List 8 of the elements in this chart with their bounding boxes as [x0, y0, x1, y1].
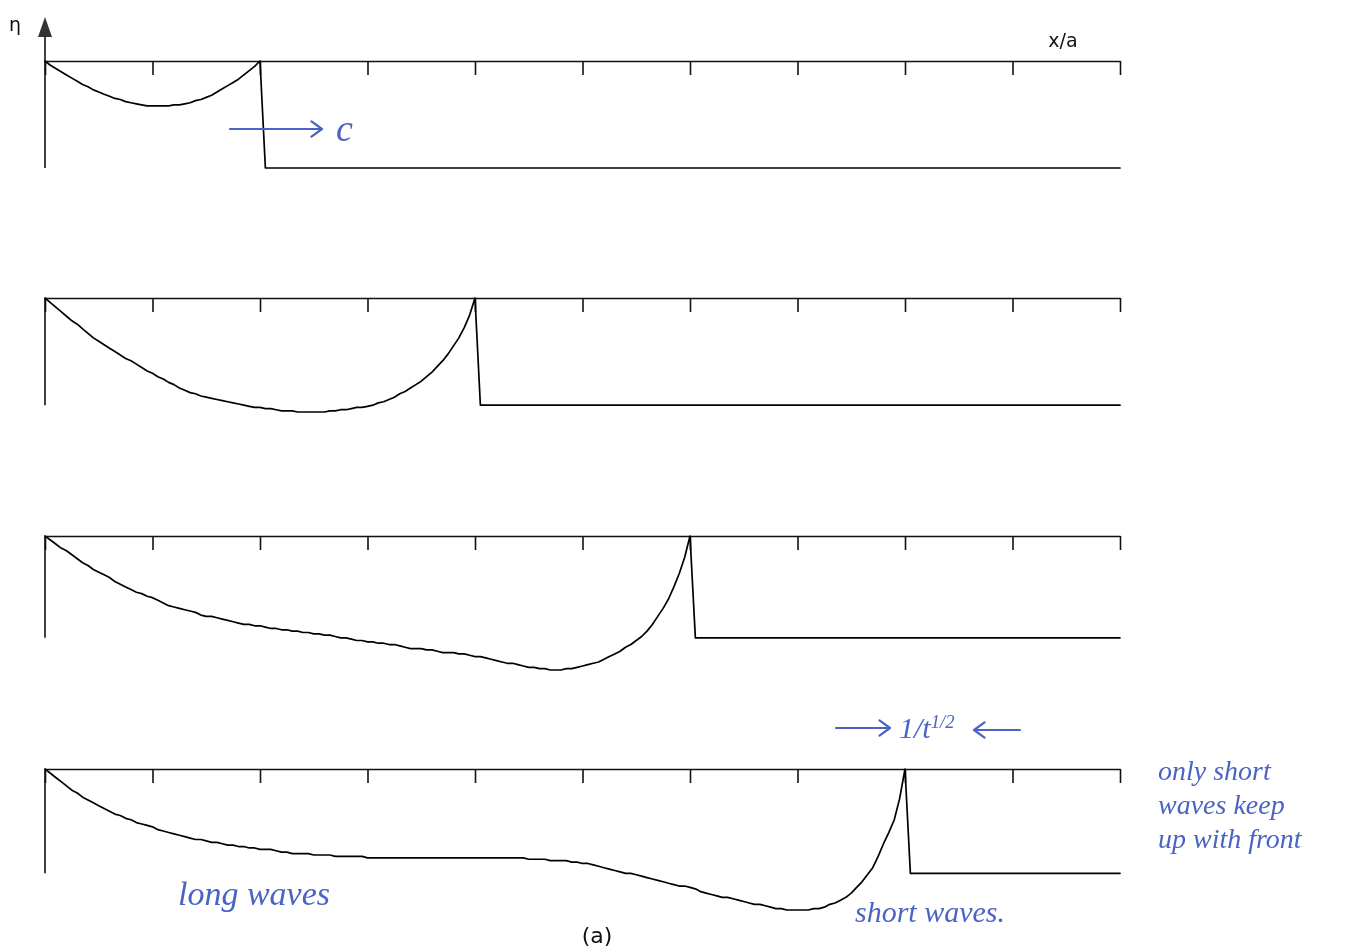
text: only short waves keep up with front: [1158, 755, 1303, 854]
annotation: long waves: [178, 875, 331, 912]
annotation: c: [336, 107, 353, 149]
text: 1/t$^{1/2}$: [899, 710, 955, 744]
x-axis-title: x/a: [1048, 29, 1078, 51]
y-axis-title: η: [8, 13, 22, 35]
annotation: short waves.: [855, 895, 1005, 928]
text: (a): [581, 923, 613, 948]
